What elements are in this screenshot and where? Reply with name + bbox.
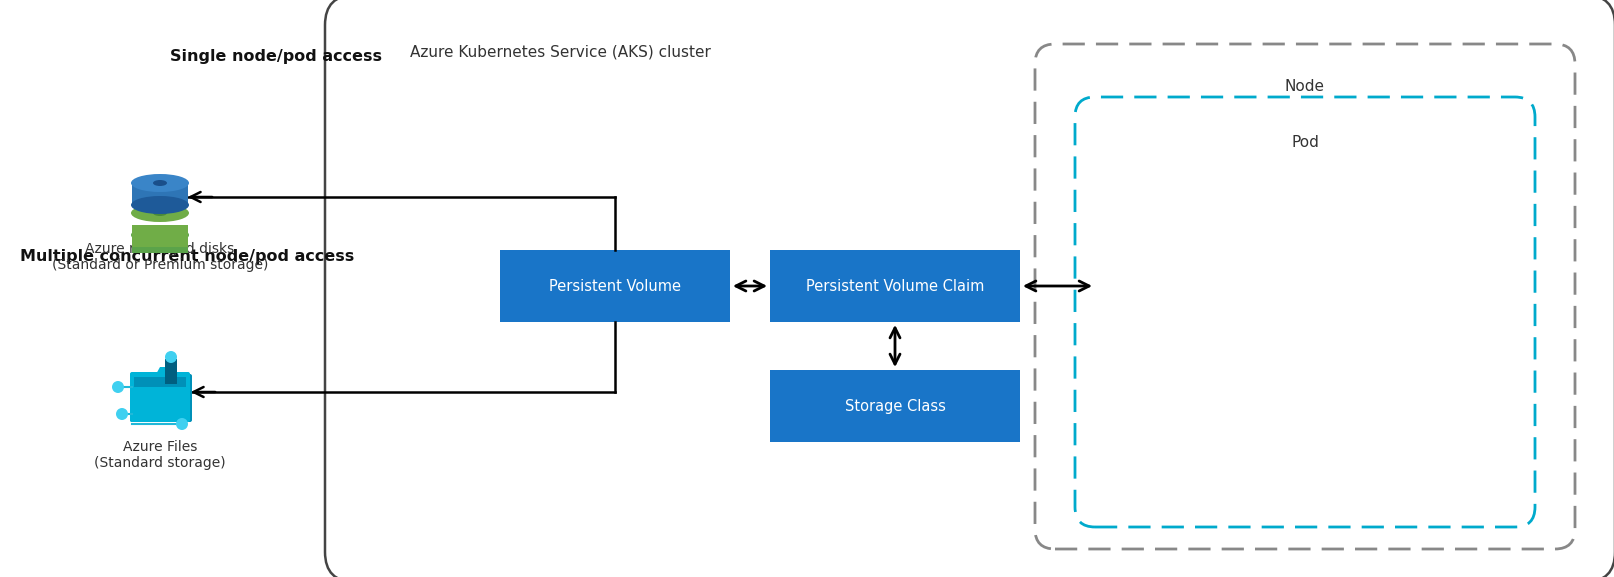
Circle shape [176, 418, 187, 430]
Ellipse shape [153, 180, 166, 186]
Text: Azure managed disks
(Standard or Premium storage): Azure managed disks (Standard or Premium… [52, 242, 268, 272]
Ellipse shape [153, 210, 166, 216]
FancyBboxPatch shape [1035, 44, 1575, 549]
Polygon shape [132, 367, 174, 376]
Text: Node: Node [1285, 80, 1325, 95]
Ellipse shape [131, 196, 189, 214]
Text: Azure Files
(Standard storage): Azure Files (Standard storage) [94, 440, 226, 470]
FancyBboxPatch shape [770, 250, 1020, 322]
Ellipse shape [131, 226, 189, 244]
FancyBboxPatch shape [770, 370, 1020, 442]
FancyBboxPatch shape [131, 372, 190, 422]
Ellipse shape [131, 174, 189, 192]
Text: Single node/pod access: Single node/pod access [169, 50, 383, 65]
FancyBboxPatch shape [132, 183, 187, 205]
Text: Pod: Pod [1291, 134, 1319, 149]
Circle shape [165, 351, 178, 363]
Text: Persistent Volume: Persistent Volume [549, 279, 681, 294]
FancyBboxPatch shape [324, 0, 1614, 577]
Text: Multiple concurrent node/pod access: Multiple concurrent node/pod access [19, 249, 353, 264]
Ellipse shape [131, 204, 189, 222]
Text: Persistent Volume Claim: Persistent Volume Claim [805, 279, 985, 294]
Text: Storage Class: Storage Class [844, 399, 946, 414]
Text: Azure Kubernetes Service (AKS) cluster: Azure Kubernetes Service (AKS) cluster [410, 44, 710, 59]
FancyBboxPatch shape [132, 231, 187, 253]
FancyBboxPatch shape [134, 377, 186, 387]
FancyBboxPatch shape [132, 225, 187, 247]
Circle shape [116, 408, 128, 420]
FancyBboxPatch shape [131, 374, 192, 422]
FancyBboxPatch shape [165, 359, 178, 384]
FancyBboxPatch shape [500, 250, 730, 322]
FancyBboxPatch shape [1075, 97, 1535, 527]
Circle shape [111, 381, 124, 393]
